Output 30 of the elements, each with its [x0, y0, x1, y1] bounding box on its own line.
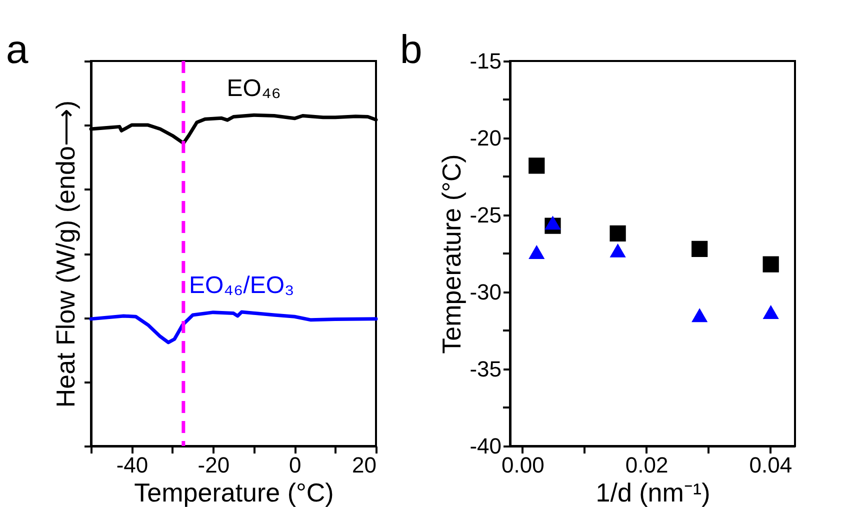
series-label: EO₄₆/EO₃	[189, 272, 294, 299]
y-tick-label: -30	[470, 280, 502, 304]
x-tick-label: 0	[288, 452, 302, 478]
series-label: EO₄₆	[226, 75, 281, 102]
x-tick-label: 20	[352, 452, 376, 478]
y-tick-label: -40	[470, 434, 502, 458]
x-tick-label: 0.00	[501, 452, 544, 478]
point	[610, 243, 626, 258]
text: b	[400, 28, 422, 72]
x-tick-label: 0.04	[749, 452, 792, 478]
x-tick-label: -40	[116, 452, 148, 478]
point	[692, 240, 708, 257]
x-tick-label: 0.02	[625, 452, 668, 478]
x-tick-label: -20	[198, 452, 230, 478]
y-tick-label: -35	[470, 356, 502, 382]
x-axis-title: 1/d (nm⁻¹)	[596, 478, 710, 507]
point	[762, 256, 779, 272]
y-tick-label: -20	[470, 126, 502, 150]
point	[528, 158, 545, 174]
y-axis-title: Temperature (°C)	[436, 154, 467, 354]
y-tick-label: -15	[470, 48, 502, 74]
point	[610, 225, 626, 242]
text: a	[6, 28, 29, 72]
point	[544, 216, 561, 230]
point	[528, 244, 545, 259]
y-tick-label: -25	[470, 202, 502, 228]
point	[692, 308, 708, 322]
x-axis-title: Temperature (°C)	[134, 478, 334, 507]
point	[762, 305, 779, 319]
y-axis-title: Heat Flow (W/g) (endo⟶)	[50, 100, 80, 408]
